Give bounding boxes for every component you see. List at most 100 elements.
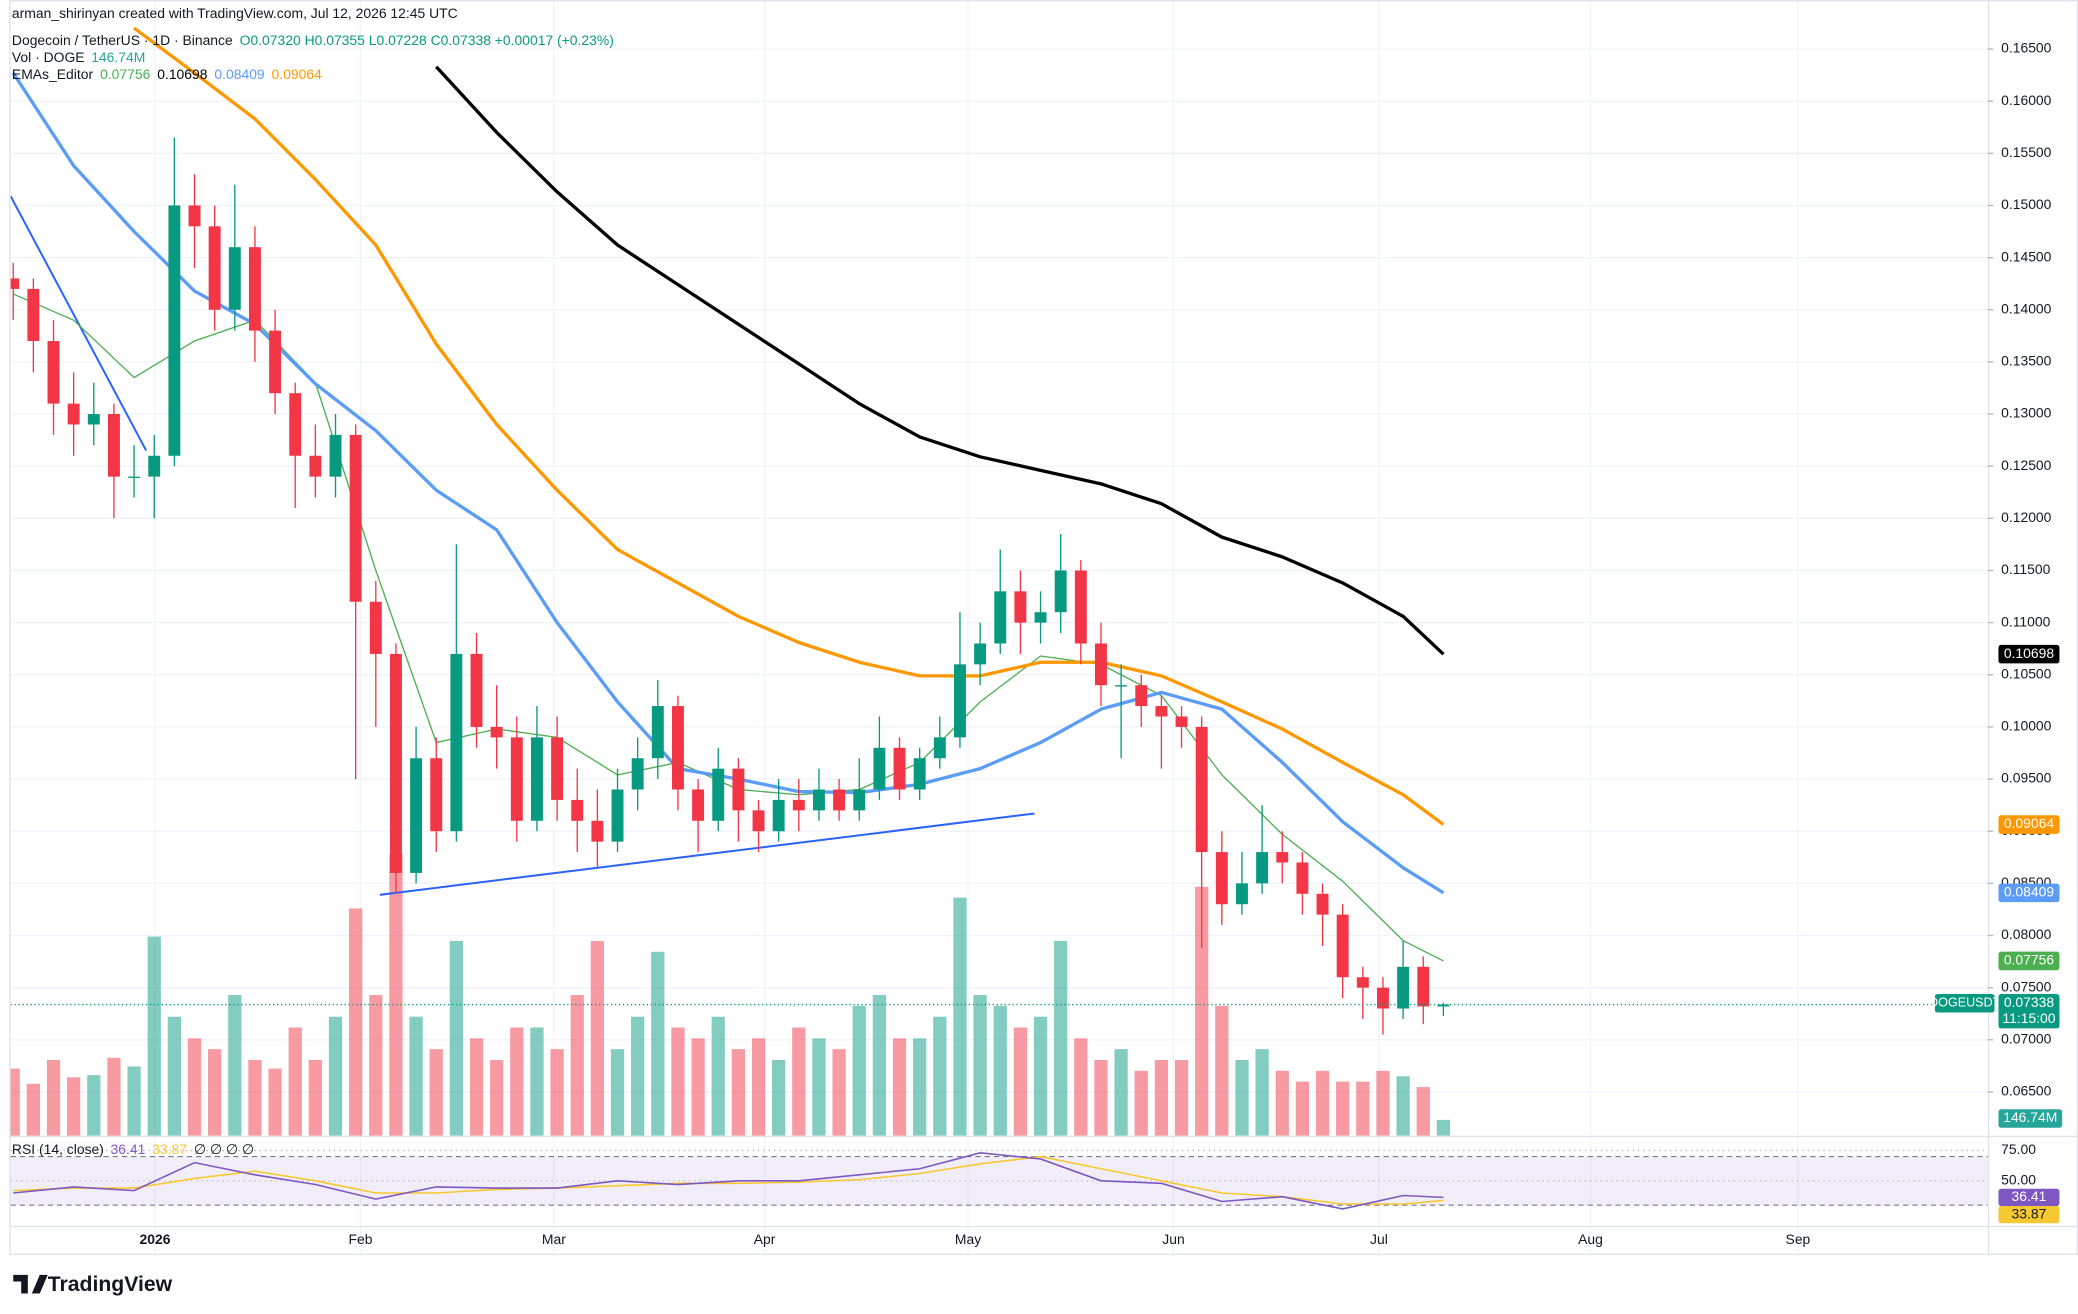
candle-body [1135,685,1148,707]
candle-body [571,799,584,821]
x-tick-label: Apr [754,1231,776,1247]
ema-tag [1998,951,2060,971]
logo-text: TradingView [48,1273,173,1296]
symbol-tag-label: DOGEUSDT [1929,996,2001,1010]
volume-tag-label: 146.74M [2003,1109,2057,1125]
y-tick-label: 0.08000 [2001,926,2052,942]
volume-bar [147,936,161,1136]
volume-bar [993,1005,1007,1136]
volume-bar [1154,1059,1169,1136]
volume-bar [892,1038,907,1136]
volume-bar [10,1068,20,1136]
candle-body [692,789,705,821]
candle-body [1014,591,1027,623]
volume-bar [1315,1070,1330,1136]
ema-tag-label: 0.10698 [2004,645,2055,661]
candle-body [651,706,664,759]
rsi-tag [1998,1205,2060,1224]
price-tag-label: 0.07338 [2004,994,2055,1010]
candle-body [953,664,966,738]
volume-bar [1094,1059,1108,1136]
ema-tag [1998,644,2060,664]
volume-bar [510,1027,524,1136]
rsi-pane [10,1149,1988,1210]
y-tick-label: 0.16500 [2001,40,2052,56]
candle-body [470,653,483,727]
x-tick-label: 2026 [140,1231,171,1247]
candle-body [389,653,402,873]
candle-body [269,330,282,394]
candle-body [873,747,886,790]
volume-bar [1054,940,1068,1136]
ema-legend-value: 0.10698 [157,66,208,82]
candle-body [792,799,805,811]
candle-body [631,758,644,790]
volume-bar [792,1027,806,1136]
x-tick-label: Aug [1578,1231,1603,1247]
candle-body [1054,570,1067,613]
volume-bar [1235,1059,1249,1136]
volume-bar [1215,1005,1229,1136]
y-tick-label: 0.13000 [2001,405,2052,421]
rsi-tag [1998,1188,2060,1206]
x-tick-label: Jun [1162,1231,1184,1247]
volume-bar [751,1038,766,1136]
candle-body [853,789,866,811]
candle-body [1215,852,1228,905]
price-pane [10,26,1988,1136]
y-tick-label: 0.06500 [2001,1083,2052,1099]
volume-bar [1396,1076,1410,1136]
volume-bar [389,854,403,1136]
volume-bar [349,908,363,1136]
volume-bar [469,1038,484,1136]
candle-body [188,205,201,227]
candle-body [107,414,120,477]
volume-bar [812,1038,826,1136]
trendline [10,195,148,452]
volume-bar [409,1016,423,1136]
x-tick-label: Sep [1786,1231,1811,1247]
candle-body [732,768,745,811]
ema-legend-value: 0.09064 [272,66,323,82]
volume-bar [631,1016,645,1136]
candle-body [1175,716,1188,727]
volume-bar [1174,1059,1189,1136]
candle-body [551,737,564,800]
volume-bar [973,995,987,1136]
candle-body [228,247,241,310]
rsi-tick-label: 75.00 [2001,1141,2036,1157]
volume-bar [1275,1070,1289,1136]
candle-body [1095,643,1107,686]
candle-body [712,768,725,821]
volume-bar [550,1049,564,1136]
volume-bar [1255,1049,1269,1136]
candle-body [974,643,987,665]
y-tick-label: 0.10000 [2001,718,2052,734]
legend: arman_shirinyan created with TradingView… [12,5,614,1157]
volume-bar [953,897,967,1136]
candle-body [248,247,261,331]
candle-body [10,278,20,289]
volume-bar [1376,1070,1390,1136]
volume-bar [1436,1119,1451,1136]
volume-bar [248,1059,262,1136]
rsi-line [13,1152,1444,1210]
volume-bar [127,1066,141,1136]
volume-bar [369,995,383,1136]
volume-bar [1013,1027,1028,1136]
volume-bar [772,1059,786,1136]
candle-body [812,789,825,811]
candle-body [27,288,40,342]
candle-body [1276,852,1289,863]
volume-bar [107,1057,121,1136]
volume-bar [429,1049,443,1136]
author-note: arman_shirinyan created with TradingView… [12,5,458,21]
volume-bar [228,995,242,1136]
volume-bar [26,1083,40,1136]
candle-body [1397,966,1410,1009]
y-tick-label: 0.11000 [2001,613,2051,629]
candle-body [410,758,423,873]
candle-body [893,747,906,790]
rsi-flags: ∅ ∅ ∅ ∅ [194,1141,254,1157]
